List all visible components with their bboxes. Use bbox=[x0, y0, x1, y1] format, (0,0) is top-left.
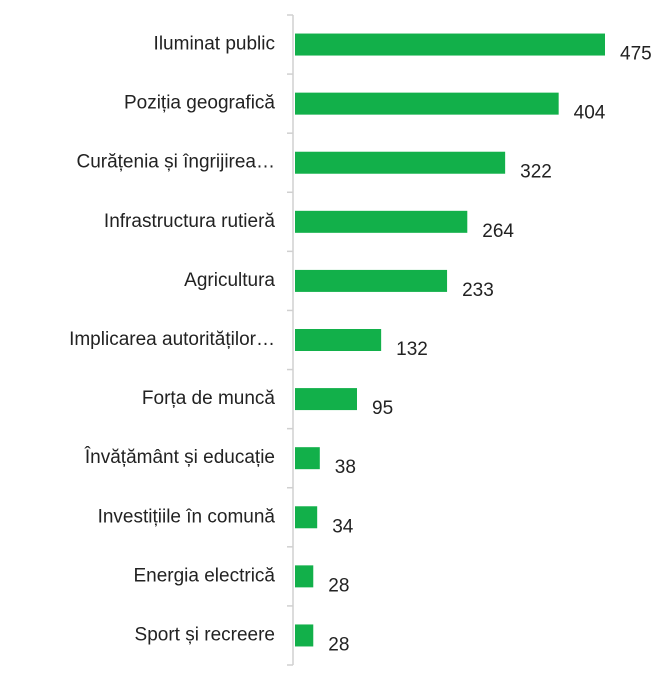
bar bbox=[295, 92, 559, 115]
data-label: 132 bbox=[396, 339, 428, 360]
bar bbox=[295, 329, 382, 351]
data-label: 34 bbox=[332, 516, 354, 537]
category-label: Investițiile în comună bbox=[98, 506, 276, 527]
category-label: Forța de muncă bbox=[142, 388, 275, 409]
data-label: 264 bbox=[482, 221, 514, 242]
bar bbox=[295, 210, 468, 233]
data-label: 28 bbox=[328, 575, 349, 596]
data-label: 322 bbox=[520, 162, 552, 183]
category-label: Iluminat public bbox=[154, 34, 275, 55]
category-label: Agricultura bbox=[184, 270, 275, 291]
category-label: Energia electrică bbox=[133, 565, 275, 586]
data-label: 28 bbox=[328, 634, 349, 655]
category-label: Curățenia și îngrijirea… bbox=[76, 152, 275, 173]
category-label: Sport și recreere bbox=[135, 624, 275, 645]
category-label: Poziția geografică bbox=[124, 93, 275, 114]
category-label: Învățământ și educație bbox=[84, 446, 275, 468]
data-label: 95 bbox=[372, 398, 393, 419]
bar bbox=[295, 447, 320, 470]
data-label: 233 bbox=[462, 280, 494, 301]
data-label: 475 bbox=[620, 44, 652, 65]
bar bbox=[295, 151, 506, 174]
bar bbox=[295, 388, 357, 411]
category-label: Infrastructura rutieră bbox=[104, 211, 275, 232]
data-label: 404 bbox=[574, 103, 606, 124]
bar bbox=[295, 565, 314, 588]
bar bbox=[295, 33, 605, 56]
bar bbox=[295, 506, 318, 529]
data-label: 38 bbox=[335, 457, 356, 478]
bar bbox=[295, 269, 448, 292]
category-label: Implicarea autorităților… bbox=[69, 329, 275, 350]
bar bbox=[295, 624, 314, 647]
